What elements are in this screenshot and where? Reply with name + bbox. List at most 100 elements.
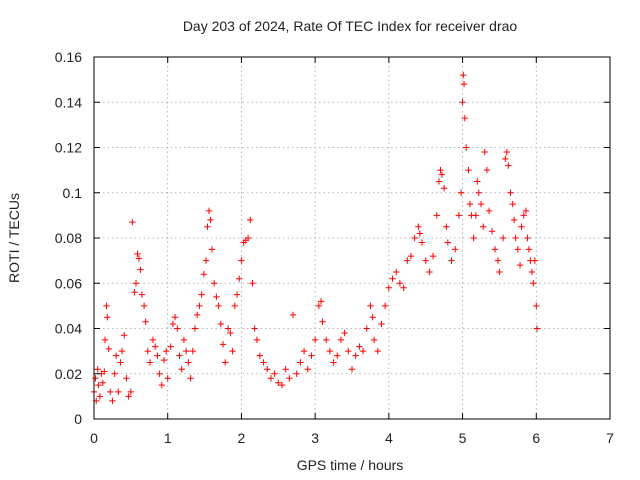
- data-point: [251, 325, 258, 332]
- data-point: [481, 148, 488, 156]
- data-point: [472, 212, 480, 219]
- data-point: [238, 257, 245, 264]
- data-point: [233, 291, 241, 298]
- data-point: [522, 207, 530, 215]
- data-point: [96, 393, 104, 400]
- y-tick-label: 0.1: [63, 185, 83, 201]
- data-point: [149, 336, 157, 344]
- data-point: [411, 234, 418, 242]
- data-point: [524, 234, 531, 242]
- data-point: [531, 257, 539, 264]
- data-point: [435, 178, 443, 185]
- data-point: [205, 207, 213, 215]
- data-point: [369, 313, 376, 321]
- data-point: [444, 239, 452, 246]
- data-point: [117, 359, 124, 366]
- data-point: [505, 162, 512, 169]
- data-point: [463, 144, 470, 151]
- data-point: [156, 370, 163, 377]
- data-point: [503, 148, 510, 156]
- data-point: [146, 359, 154, 366]
- data-point: [94, 366, 101, 373]
- data-point: [217, 320, 224, 328]
- data-point: [215, 302, 222, 310]
- data-point: [129, 218, 136, 226]
- data-point: [210, 280, 218, 287]
- data-point: [187, 375, 194, 382]
- data-point: [118, 347, 126, 355]
- data-point: [308, 352, 315, 359]
- data-point: [334, 352, 341, 359]
- data-point: [207, 216, 214, 224]
- data-point: [323, 336, 330, 344]
- x-tick-label: 0: [90, 430, 98, 446]
- data-point: [491, 246, 499, 253]
- data-point: [236, 275, 243, 282]
- data-point: [356, 343, 363, 350]
- data-point: [460, 80, 468, 88]
- y-tick-label: 0.06: [55, 275, 82, 291]
- data-point: [249, 280, 256, 287]
- data-point: [300, 347, 308, 355]
- y-tick-label: 0: [74, 411, 82, 427]
- data-point: [465, 166, 472, 174]
- data-point: [219, 341, 227, 348]
- data-point: [191, 325, 199, 332]
- data-point: [385, 284, 393, 291]
- data-point: [363, 325, 370, 332]
- data-point: [297, 359, 304, 366]
- data-point: [169, 320, 177, 328]
- y-tick-label: 0.14: [55, 94, 82, 110]
- data-point: [244, 234, 252, 242]
- data-point: [121, 332, 128, 339]
- data-point: [164, 375, 171, 382]
- data-point: [507, 189, 514, 196]
- data-point: [348, 366, 356, 373]
- data-point: [286, 375, 293, 382]
- data-point: [528, 268, 536, 276]
- data-point: [253, 336, 261, 344]
- data-point: [304, 366, 311, 373]
- data-point: [330, 359, 337, 366]
- data-point: [370, 336, 378, 344]
- data-point: [222, 359, 229, 366]
- data-point: [229, 347, 236, 355]
- data-point: [455, 212, 463, 219]
- data-point: [367, 302, 374, 310]
- grid-lines: [94, 57, 610, 419]
- data-point: [429, 252, 437, 260]
- data-point: [514, 246, 522, 253]
- data-point: [213, 293, 220, 301]
- data-point: [400, 284, 407, 291]
- data-points: [90, 71, 541, 405]
- data-point: [171, 313, 179, 321]
- data-point: [459, 99, 466, 106]
- data-point: [104, 313, 111, 321]
- data-point: [95, 381, 102, 389]
- data-point: [101, 336, 109, 344]
- data-point: [182, 347, 190, 355]
- data-point: [131, 289, 138, 296]
- data-point: [422, 257, 429, 264]
- data-point: [466, 200, 474, 208]
- data-point: [525, 246, 533, 253]
- data-point: [158, 381, 166, 389]
- data-point: [208, 246, 216, 253]
- data-point: [107, 388, 114, 396]
- data-point: [134, 250, 141, 258]
- data-point: [404, 257, 411, 264]
- x-tick-label: 3: [311, 430, 319, 446]
- data-point: [480, 223, 487, 230]
- data-point: [185, 359, 192, 366]
- data-point: [440, 185, 448, 192]
- data-point: [256, 352, 264, 359]
- data-point: [416, 230, 424, 237]
- data-point: [426, 268, 433, 276]
- data-point: [194, 311, 201, 319]
- data-point: [512, 234, 519, 242]
- data-point: [374, 347, 381, 355]
- data-point: [337, 336, 345, 344]
- data-point: [494, 257, 502, 264]
- data-point: [359, 347, 367, 355]
